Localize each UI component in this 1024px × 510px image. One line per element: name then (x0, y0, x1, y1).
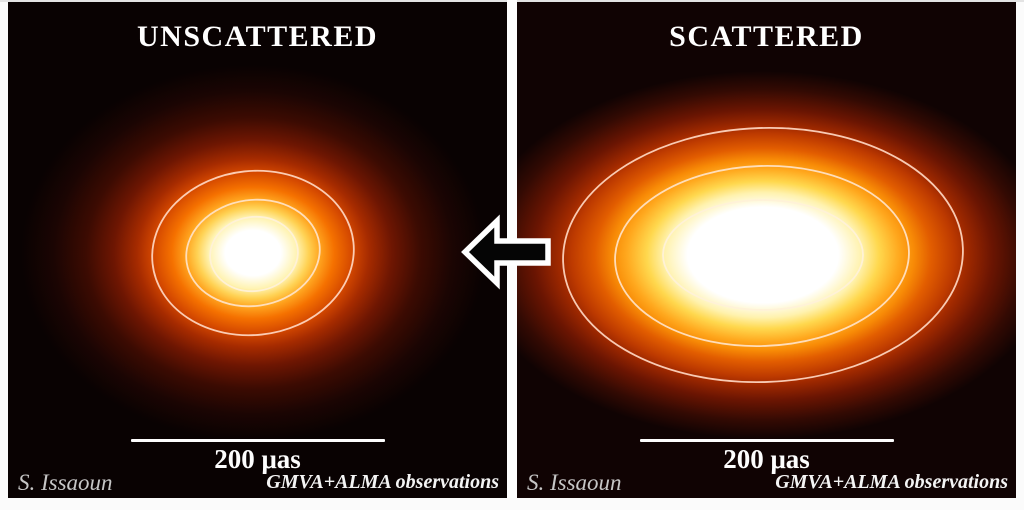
scattered-image (517, 2, 1016, 498)
scale-bar-label: 200 μas (214, 444, 301, 474)
contour-outer (151, 169, 355, 337)
contour-middle (185, 198, 321, 308)
contour-middle (614, 165, 910, 347)
unscattered-image (8, 2, 507, 498)
scattered-panel: SCATTERED 200 μas S. Issaoun GMVA+ALMA o… (517, 2, 1016, 498)
observations-text: GMVA+ALMA observations (266, 471, 499, 493)
scale-bar (130, 439, 385, 442)
credit-text: S. Issaoun (18, 470, 113, 495)
scattered-glow (517, 71, 1016, 439)
unscattered-title: UNSCATTERED (137, 20, 378, 53)
credit-text: S. Issaoun (527, 470, 622, 495)
scale-bar-label: 200 μas (723, 444, 810, 474)
contour-inner (662, 199, 864, 311)
observations-text: GMVA+ALMA observations (775, 471, 1008, 493)
scattered-title: SCATTERED (669, 20, 864, 53)
contour-inner (209, 215, 299, 293)
contour-outer (562, 126, 964, 384)
unscattered-glow (21, 65, 485, 441)
unscattered-panel: UNSCATTERED 200 μas S. Issaoun GMVA+ALMA… (8, 2, 507, 498)
scale-bar (639, 439, 894, 442)
panel-divider (507, 0, 517, 498)
